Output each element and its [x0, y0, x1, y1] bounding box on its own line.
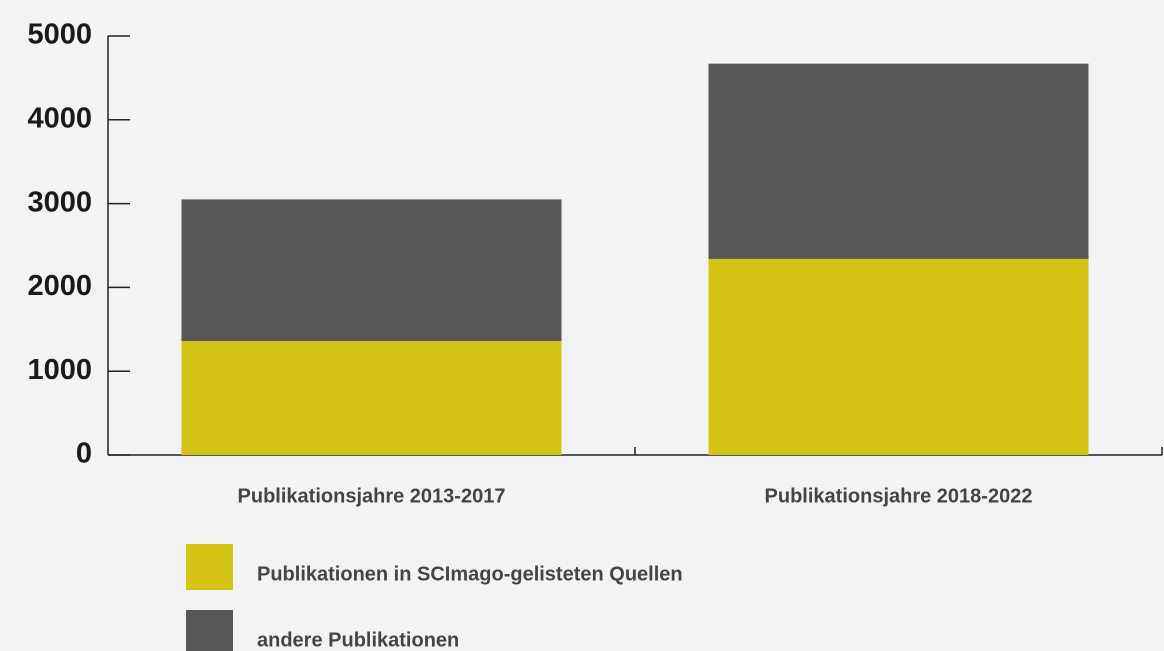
bar-segment: [708, 258, 1089, 455]
bar-segment: [708, 63, 1089, 259]
y-tick-label: 0: [76, 438, 92, 470]
legend-swatch: [186, 544, 233, 590]
x-tick-label: Publikationsjahre 2018-2022: [765, 485, 1033, 507]
x-tick-label: Publikationsjahre 2013-2017: [238, 485, 506, 507]
y-tick-label: 4000: [27, 102, 92, 134]
y-tick-label: 2000: [27, 270, 92, 302]
y-tick-label: 5000: [27, 19, 92, 51]
y-tick-label: 1000: [27, 354, 92, 386]
legend-label: Publikationen in SCImago-gelisteten Quel…: [257, 563, 683, 585]
bar-segment: [181, 199, 562, 342]
bar-segment: [181, 341, 562, 455]
y-tick-label: 3000: [27, 186, 92, 218]
legend-swatch: [186, 610, 233, 651]
legend-label: andere Publikationen: [257, 629, 459, 651]
